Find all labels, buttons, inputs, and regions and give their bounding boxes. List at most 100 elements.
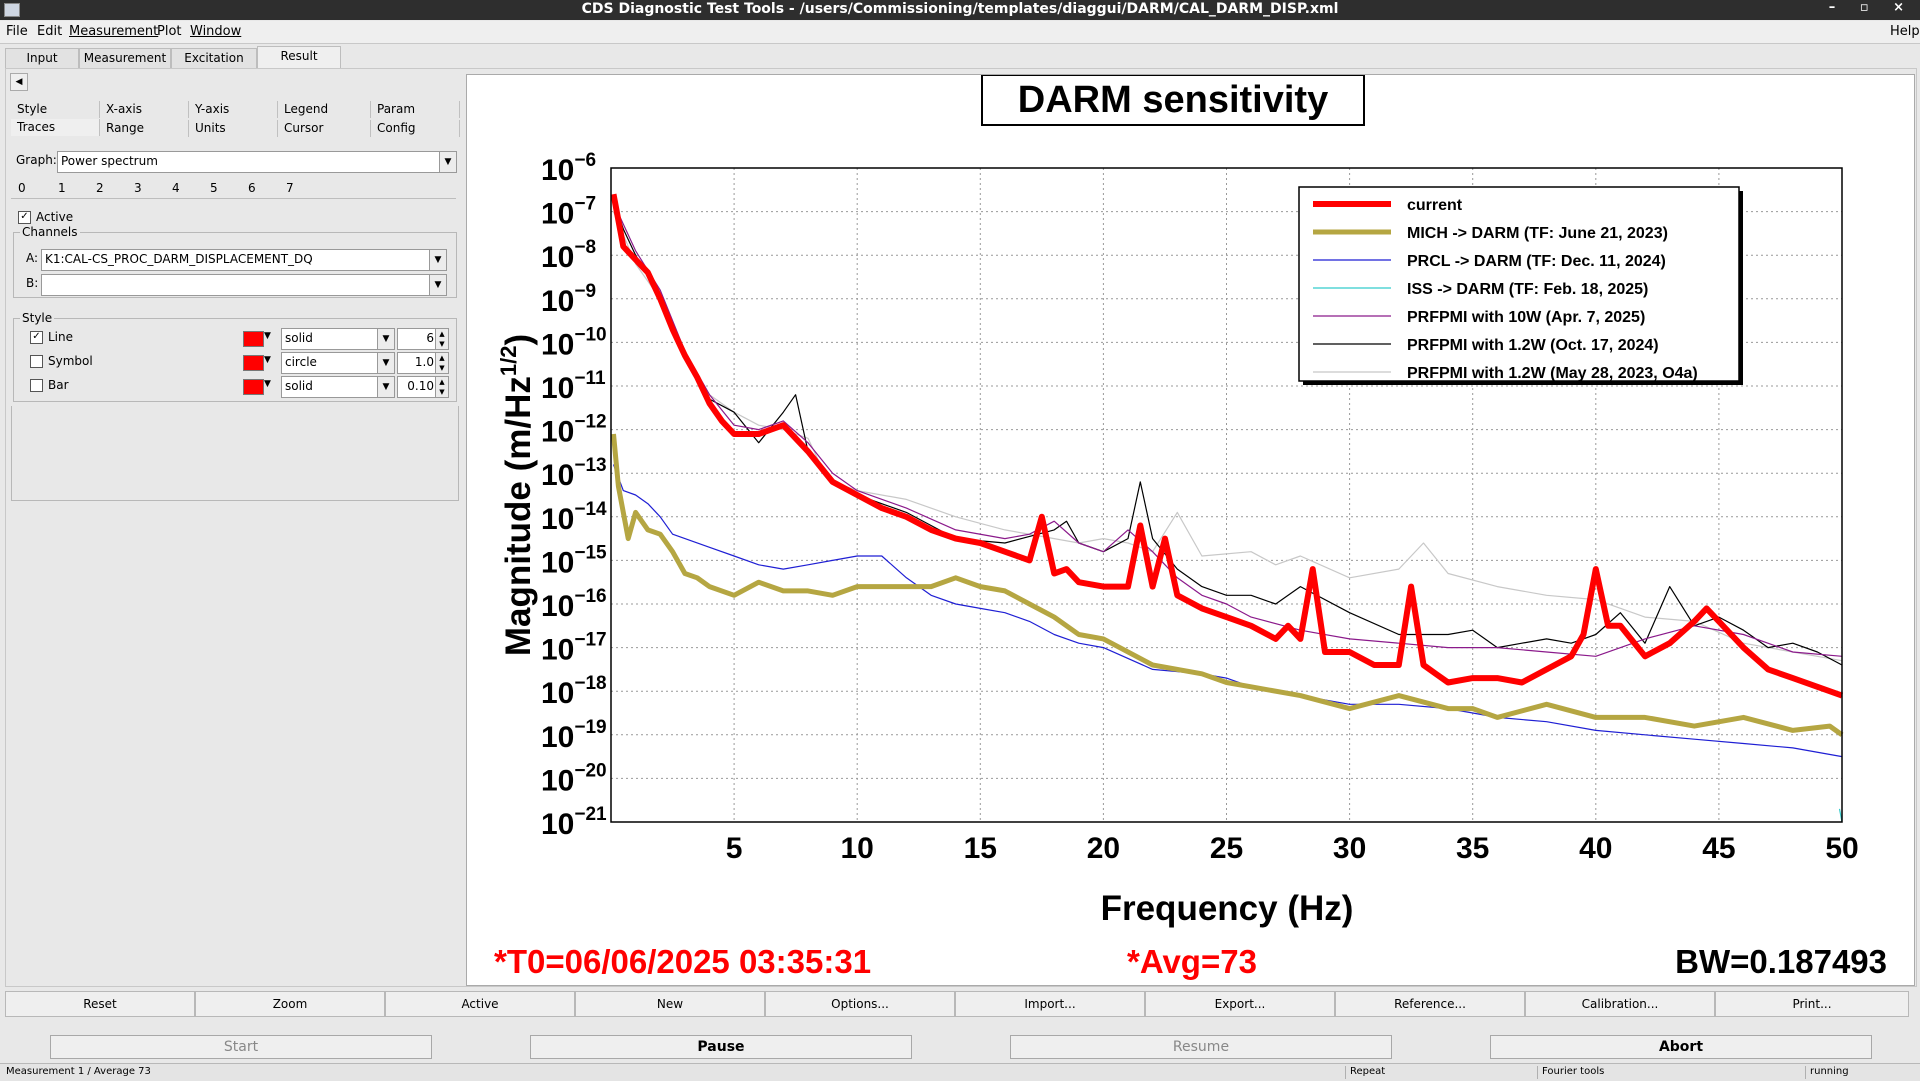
plot-area[interactable]: DARM sensitivity 5 10 15 20 25 30 35 40 45 50 10−… — [466, 74, 1915, 986]
chevron-down-icon: ▼ — [439, 152, 456, 172]
chevron-down-icon[interactable]: ▼ — [264, 355, 271, 365]
darm-sensitivity-chart[interactable]: DARM sensitivity 5 10 15 20 25 30 35 40 45 50 10−… — [467, 75, 1914, 985]
chevron-down-icon: ▼ — [429, 250, 446, 270]
export-button[interactable]: Export... — [1145, 991, 1335, 1017]
subtab-range[interactable]: Range — [100, 120, 189, 137]
trace-tab-3[interactable]: 3 — [134, 181, 142, 195]
symbol-size-spinner[interactable]: 1.0 ▲ ▼ — [397, 352, 449, 374]
resume-button[interactable]: Resume — [1010, 1035, 1392, 1059]
app-icon — [4, 3, 20, 17]
new-button[interactable]: New — [575, 991, 765, 1017]
series-line-4 — [612, 202, 1843, 657]
menu-file[interactable]: File — [6, 24, 28, 39]
tab-input[interactable]: Input — [5, 48, 79, 68]
subtab-legend[interactable]: Legend — [278, 101, 371, 118]
spin-arrows-icon[interactable]: ▲ ▼ — [435, 353, 448, 373]
tab-result[interactable]: Result — [257, 46, 341, 69]
line-label: Line — [48, 330, 74, 344]
menu-edit[interactable]: Edit — [37, 24, 63, 39]
y-tick-label: 10−12 — [541, 412, 607, 449]
window-controls[interactable]: – ▫ × — [1828, 0, 1914, 15]
chevron-down-icon[interactable]: ▼ — [264, 331, 271, 341]
bar-color-swatch[interactable] — [243, 379, 264, 395]
x-tick-label: 45 — [1702, 832, 1735, 865]
trace-tab-7[interactable]: 7 — [286, 181, 294, 195]
spin-arrows-icon[interactable]: ▲ ▼ — [435, 329, 448, 349]
subtab-cursor[interactable]: Cursor — [278, 120, 371, 137]
start-button[interactable]: Start — [50, 1035, 432, 1059]
y-tick-label: 10−21 — [541, 804, 607, 841]
import-button[interactable]: Import... — [955, 991, 1145, 1017]
divider — [11, 198, 456, 199]
series-line-5 — [612, 198, 1843, 666]
spin-arrows-icon[interactable]: ▲ ▼ — [435, 377, 448, 397]
line-color-swatch[interactable] — [243, 331, 264, 347]
bar-label: Bar — [48, 378, 69, 392]
calibration-button[interactable]: Calibration... — [1525, 991, 1715, 1017]
chart-series — [610, 193, 1844, 823]
x-tick-label: 5 — [726, 832, 743, 865]
y-axis-label-main: Magnitude (m/Hz — [499, 376, 538, 656]
channel-b-select[interactable]: ▼ — [41, 274, 447, 296]
trace-tab-2[interactable]: 2 — [96, 181, 104, 195]
subtab-traces[interactable]: Traces — [11, 119, 100, 136]
channels-group — [13, 232, 457, 298]
print-button[interactable]: Print... — [1715, 991, 1909, 1017]
channel-a-select[interactable]: K1:CAL-CS_PROC_DARM_DISPLACEMENT_DQ ▼ — [41, 249, 447, 271]
trace-tab-0[interactable]: 0 — [18, 181, 26, 195]
abort-button[interactable]: Abort — [1490, 1035, 1872, 1059]
subtab-config[interactable]: Config — [371, 120, 460, 137]
tab-excitation[interactable]: Excitation — [171, 48, 257, 68]
y-axis-label-end: ) — [499, 334, 538, 346]
t0-label: *T0=06/06/2025 03:35:31 — [494, 943, 871, 980]
plot-options-panel: ◀ Style X-axis Y-axis Legend Param Trace… — [6, 69, 461, 986]
line-width-spinner[interactable]: 6 ▲ ▼ — [397, 328, 449, 350]
menu-window[interactable]: Window — [190, 24, 242, 39]
pause-button[interactable]: Pause — [530, 1035, 912, 1059]
active-button[interactable]: Active — [385, 991, 575, 1017]
line-style-select[interactable]: solid ▼ — [281, 328, 395, 350]
line-checkbox[interactable]: ✓ — [30, 331, 43, 344]
x-tick-label: 15 — [964, 832, 997, 865]
line-style-value: solid — [285, 331, 313, 345]
x-tick-label: 40 — [1579, 832, 1612, 865]
symbol-style-select[interactable]: circle ▼ — [281, 352, 395, 374]
y-tick-label: 10−20 — [541, 760, 607, 797]
bar-width-value: 0.10 — [407, 379, 434, 393]
status-measurement: Measurement 1 / Average 73 — [6, 1066, 151, 1077]
subtab-units[interactable]: Units — [189, 120, 278, 137]
tab-measurement[interactable]: Measurement — [79, 48, 171, 68]
subtab-x-axis[interactable]: X-axis — [100, 101, 189, 118]
y-tick-label: 10−19 — [541, 717, 607, 754]
y-tick-label: 10−14 — [541, 499, 607, 536]
symbol-checkbox[interactable] — [30, 355, 43, 368]
bar-style-select[interactable]: solid ▼ — [281, 376, 395, 398]
legend-label-1: MICH -> DARM (TF: June 21, 2023) — [1407, 225, 1668, 242]
bar-checkbox[interactable] — [30, 379, 43, 392]
reference-button[interactable]: Reference... — [1335, 991, 1525, 1017]
active-checkbox[interactable]: ✓ — [18, 211, 31, 224]
menubar: File Edit Measurement Plot Window Help — [0, 21, 1920, 44]
collapse-panel-button[interactable]: ◀ — [10, 73, 28, 91]
zoom-button[interactable]: Zoom — [195, 991, 385, 1017]
subtab-style[interactable]: Style — [11, 101, 100, 118]
channel-a-value: K1:CAL-CS_PROC_DARM_DISPLACEMENT_DQ — [45, 252, 313, 266]
bar-width-spinner[interactable]: 0.10 ▲ ▼ — [397, 376, 449, 398]
symbol-color-swatch[interactable] — [243, 355, 264, 371]
reset-button[interactable]: Reset — [5, 991, 195, 1017]
chevron-down-icon[interactable]: ▼ — [264, 379, 271, 389]
graph-select[interactable]: Power spectrum ▼ — [57, 151, 457, 173]
menu-plot[interactable]: Plot — [157, 24, 182, 39]
menu-help[interactable]: Help — [1890, 24, 1920, 39]
options-button[interactable]: Options... — [765, 991, 955, 1017]
menu-measurement[interactable]: Measurement — [69, 24, 159, 39]
subtab-y-axis[interactable]: Y-axis — [189, 101, 278, 118]
trace-tab-5[interactable]: 5 — [210, 181, 218, 195]
subtab-param[interactable]: Param — [371, 101, 460, 118]
graph-label: Graph: — [16, 153, 57, 167]
trace-tab-6[interactable]: 6 — [248, 181, 256, 195]
trace-tab-4[interactable]: 4 — [172, 181, 180, 195]
trace-tab-1[interactable]: 1 — [58, 181, 66, 195]
chart-title-box — [981, 75, 1365, 126]
legend-label-6: PRFPMI with 1.2W (May 28, 2023, O4a) — [1407, 365, 1698, 382]
